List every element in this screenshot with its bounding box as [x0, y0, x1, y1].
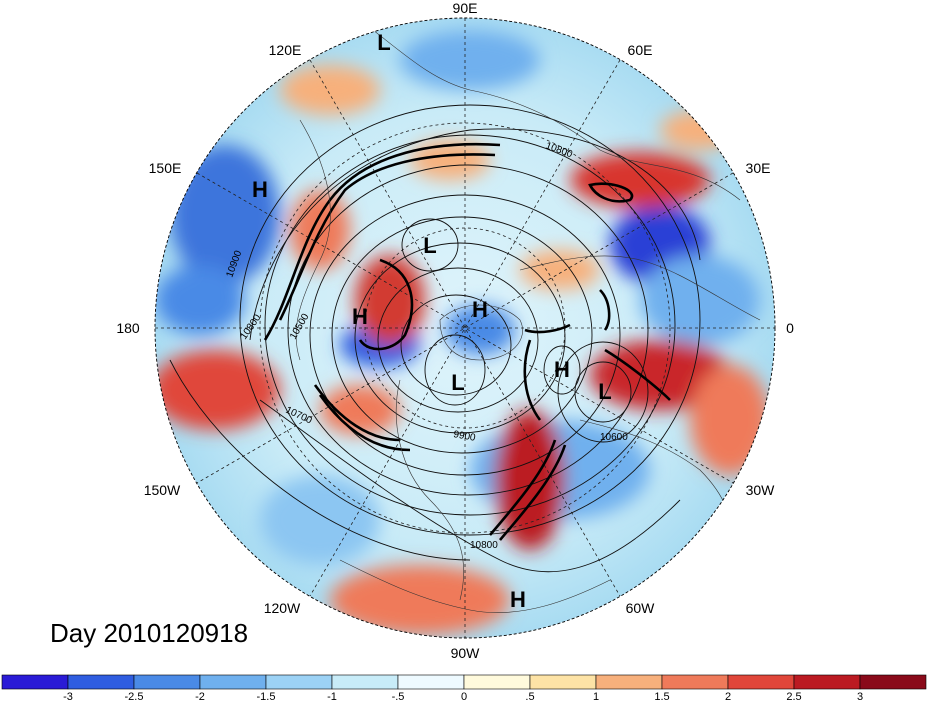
contour-label: 9900 [452, 429, 476, 444]
pressure-center-low-atlantic: L [598, 379, 611, 404]
anomaly-field [155, 18, 775, 638]
colorbar-swatch [397, 674, 465, 690]
contour-label: 10600 [600, 432, 628, 443]
lon-label-0: 0 [786, 320, 794, 336]
colorbar-swatch [727, 674, 795, 690]
lon-label-30e: 30E [746, 160, 771, 176]
colorbar-swatch [265, 674, 333, 690]
coastlines [295, 19, 761, 613]
lon-label-90e: 90E [453, 0, 478, 16]
lon-label-120w: 120W [264, 600, 301, 616]
colorbar-tick-label: 1 [593, 691, 599, 702]
colorbar-swatch [1, 674, 69, 690]
pressure-center-high-pole: H [472, 297, 488, 322]
globe-border [154, 17, 776, 639]
lon-label-90w: 90W [451, 645, 481, 661]
colorbar-tick-label: -1.5 [257, 691, 276, 702]
lon-label-60e: 60E [628, 42, 653, 58]
colorbar-tick-label: 1.5 [654, 691, 669, 702]
pressure-center-high-150e: H [252, 177, 268, 202]
colorbar-tick-label: -1 [327, 691, 337, 702]
colorbar-swatch [595, 674, 663, 690]
colorbar-swatch [529, 674, 597, 690]
longitude-labels: 90E 60E 30E 0 30W 60W 90W 120W 150W 180 … [116, 0, 794, 661]
colorbar-tick-label: 2 [725, 691, 731, 702]
lon-label-60w: 60W [626, 600, 656, 616]
pressure-centers: L H L H H L H L H [252, 30, 612, 612]
jet-streaks [263, 143, 671, 541]
contour-label: 10800 [470, 540, 498, 551]
colorbar-swatch [133, 674, 201, 690]
colorbar-swatch [463, 674, 531, 690]
colorbar-swatch [793, 674, 861, 690]
colorbar: -3 -2.5 -2 -1.5 -1 -.5 0 .5 1 1.5 2 2.5 3 [1, 674, 927, 702]
colorbar-tick-label: -.5 [392, 691, 405, 702]
colorbar-swatch [199, 674, 267, 690]
colorbar-tick-label: 2.5 [786, 691, 801, 702]
colorbar-tick-label: -3 [63, 691, 73, 702]
pressure-center-low-north: L [377, 30, 390, 55]
lon-label-120e: 120E [269, 42, 302, 58]
colorbar-tick-label: 3 [857, 691, 863, 702]
colorbar-tick-label: -2.5 [125, 691, 144, 702]
lon-label-180: 180 [116, 320, 140, 336]
height-contours [169, 104, 701, 573]
colorbar-tick-label: .5 [525, 691, 534, 702]
lon-label-150e: 150E [149, 160, 182, 176]
day-label: Day 2010120918 [50, 618, 249, 648]
pressure-center-low-siberia: L [423, 233, 436, 258]
colorbar-swatch [661, 674, 729, 690]
pressure-center-high-greenland: H [554, 357, 570, 382]
colorbar-swatch [859, 674, 927, 690]
pressure-center-high-bering: H [352, 304, 368, 329]
colorbar-tick-label: -2 [195, 691, 205, 702]
colorbar-swatch [331, 674, 399, 690]
lon-label-150w: 150W [144, 482, 181, 498]
colorbar-tick-label: 0 [461, 691, 467, 702]
lon-label-30w: 30W [746, 482, 776, 498]
pressure-center-low-canada: L [451, 370, 464, 395]
pressure-center-high-caribbean: H [510, 587, 526, 612]
colorbar-swatch [67, 674, 135, 690]
